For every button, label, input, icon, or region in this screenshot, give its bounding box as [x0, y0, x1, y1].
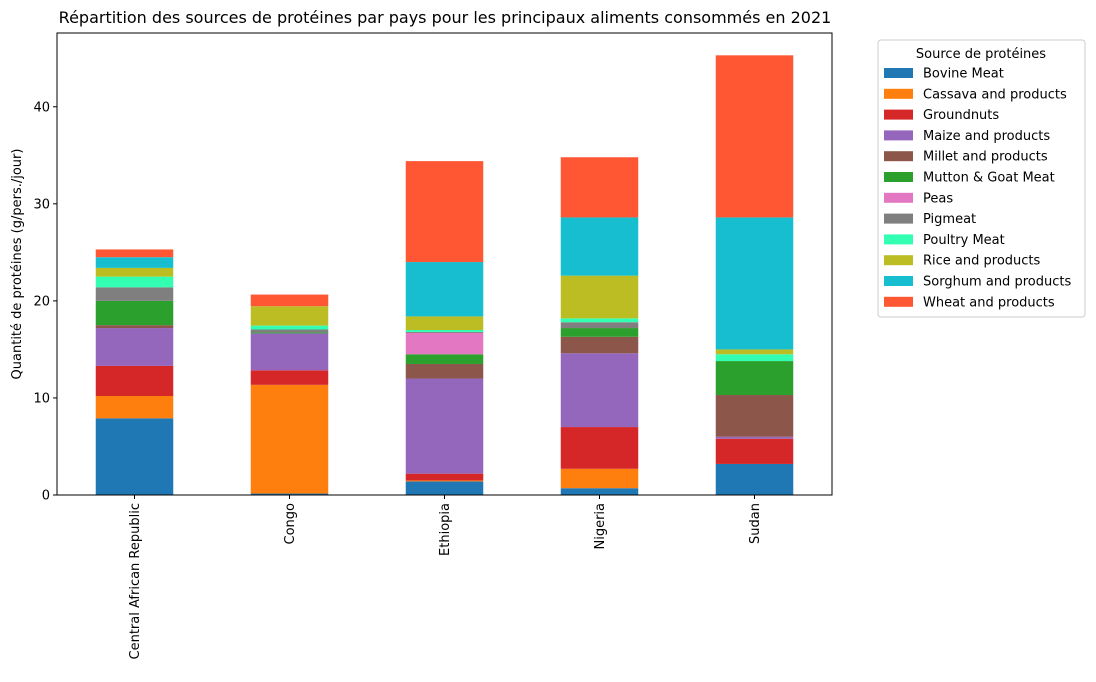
bar-segment-4-8 [715, 354, 794, 362]
bar-segment-4-2 [715, 438, 794, 464]
bar-segment-2-9 [405, 316, 484, 330]
bar-segment-2-5 [405, 354, 484, 364]
bar-segment-1-8 [250, 325, 329, 330]
bar-segment-1-2 [250, 370, 329, 385]
legend-label-11: Wheat and products [923, 295, 1055, 310]
bar-segment-2-11 [405, 161, 484, 263]
y-tick-label-0: 0 [42, 489, 50, 504]
bar-segment-4-5 [715, 361, 794, 396]
y-tick-label-1: 10 [33, 391, 50, 406]
y-axis-label: Quantité de protéines (g/pers./jour) [10, 149, 25, 380]
bar-segment-4-10 [715, 217, 794, 350]
bar-segment-3-1 [560, 468, 639, 489]
legend-label-8: Poultry Meat [923, 233, 1005, 248]
legend-swatch-0 [884, 68, 913, 78]
bar-segment-3-8 [560, 318, 639, 323]
bar-segment-0-3 [95, 328, 174, 366]
bar-segment-4-4 [715, 395, 794, 437]
legend-swatch-8 [884, 234, 913, 245]
legend-label-7: Pigmeat [923, 212, 976, 227]
x-tick-label-1: Congo [283, 503, 298, 545]
x-tick-label-4: Sudan [748, 503, 763, 544]
legend: Source de protéines Bovine Meat Cassava a… [877, 39, 1086, 318]
legend-label-1: Cassava and products [923, 87, 1067, 102]
bar-segment-0-2 [95, 365, 174, 396]
bar-segment-0-10 [95, 257, 174, 268]
bar-segment-0-11 [95, 249, 174, 258]
bar-segment-3-7 [560, 322, 639, 329]
bar-segment-4-9 [715, 349, 794, 355]
bar-segment-2-3 [405, 378, 484, 474]
bar-segment-1-5 [250, 332, 329, 334]
legend-swatch-9 [884, 255, 913, 266]
legend-label-3: Maize and products [923, 129, 1050, 144]
legend-swatch-11 [884, 296, 913, 307]
bar-segment-1-7 [250, 329, 329, 333]
bar-segment-0-4 [95, 325, 174, 329]
legend-label-5: Mutton & Goat Meat [923, 171, 1055, 186]
legend-label-2: Groundnuts [923, 108, 999, 123]
bar-segment-3-3 [560, 353, 639, 428]
bar-segment-1-0 [250, 493, 329, 495]
x-tick-label-0: Central African Republic [128, 503, 143, 659]
y-tick-label-2: 20 [33, 294, 50, 309]
bar-segment-0-0 [95, 418, 174, 495]
legend-swatch-6 [884, 192, 913, 203]
legend-swatch-2 [884, 109, 913, 120]
y-tick-label-3: 30 [33, 197, 50, 212]
legend-label-9: Rice and products [923, 254, 1041, 269]
legend-label-10: Sorghum and products [923, 275, 1071, 290]
legend-label-6: Peas [923, 191, 953, 206]
legend-label-0: Bovine Meat [923, 67, 1004, 82]
bar-segment-0-8 [95, 276, 174, 288]
bar-segment-3-11 [560, 157, 639, 218]
bar-segment-2-7 [405, 331, 484, 333]
bar-segment-4-11 [715, 55, 794, 218]
bar-segment-0-9 [95, 267, 174, 277]
bar-segment-2-8 [405, 330, 484, 332]
bar-segment-1-9 [250, 306, 329, 326]
plot-frame [56, 32, 833, 496]
legend-swatch-10 [884, 276, 913, 286]
y-tick-label-4: 40 [33, 100, 50, 115]
chart-title: Répartition des sources de protéines par… [59, 8, 832, 27]
bar-segment-2-1 [405, 480, 484, 482]
bar-segment-1-11 [250, 294, 329, 307]
bar-segment-3-5 [560, 328, 639, 337]
bar-segment-3-0 [560, 488, 639, 495]
bar-segment-3-2 [560, 427, 639, 469]
bar-segment-2-0 [405, 481, 484, 495]
legend-label-4: Millet and products [923, 150, 1048, 165]
bar-segment-4-0 [715, 463, 794, 495]
bar-segment-0-5 [95, 300, 174, 326]
bar-segment-2-6 [405, 332, 484, 355]
legend-items: Bovine Meat Cassava and products Groundnut… [884, 67, 1071, 310]
bar-segment-3-10 [560, 217, 639, 276]
bar-segment-2-4 [405, 363, 484, 379]
bar-segment-0-7 [95, 287, 174, 301]
bar-segment-4-3 [715, 436, 794, 439]
axes-layer: 0 10 20 30 40 Central African Republic Congo Et… [33, 32, 833, 659]
bar-segment-3-4 [560, 336, 639, 354]
legend-swatch-5 [884, 172, 913, 182]
bar-segment-3-9 [560, 275, 639, 319]
legend-swatch-7 [884, 213, 913, 224]
bar-segment-1-3 [250, 333, 329, 371]
legend-swatch-4 [884, 151, 913, 162]
bar-segment-2-2 [405, 473, 484, 481]
x-tick-label-2: Ethiopia [438, 503, 453, 556]
x-tick-label-3: Nigeria [593, 503, 608, 550]
bars-layer [95, 55, 794, 495]
legend-swatch-1 [884, 88, 913, 99]
bar-segment-1-1 [250, 384, 329, 494]
bar-segment-0-1 [95, 396, 174, 419]
legend-frame [877, 39, 1086, 318]
legend-title: Source de protéines [916, 47, 1046, 62]
bar-segment-2-10 [405, 262, 484, 317]
legend-swatch-3 [884, 130, 913, 141]
